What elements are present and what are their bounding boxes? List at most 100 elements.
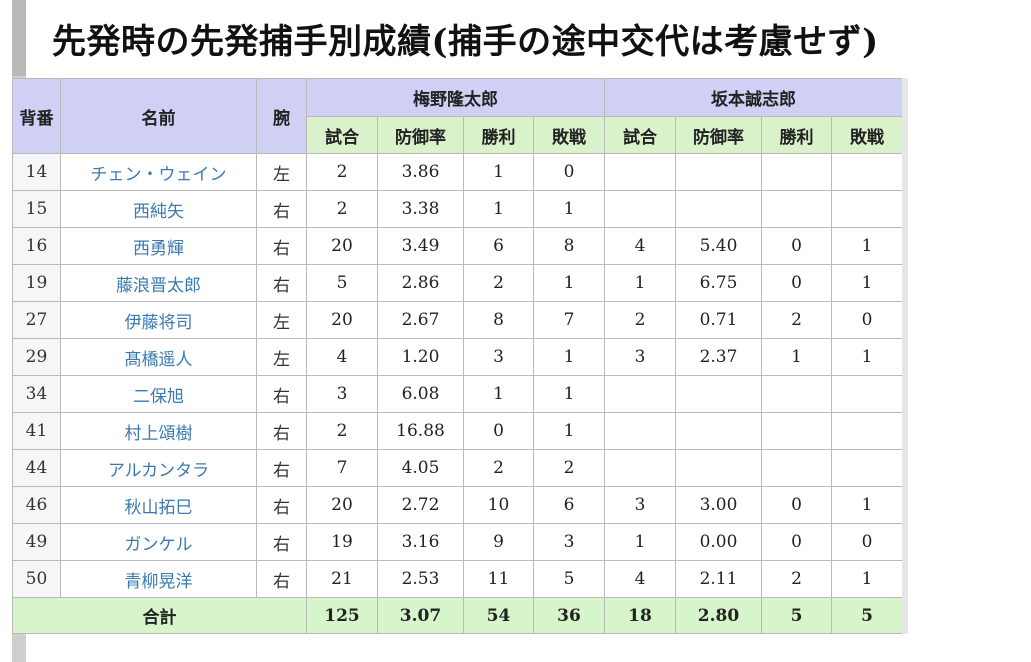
catcher-2-era: 3.00 xyxy=(675,486,762,524)
catcher-2-losses xyxy=(831,412,903,450)
header-wins: 勝利 xyxy=(463,116,534,154)
catcher-2-losses xyxy=(831,375,903,413)
throwing-arm: 右 xyxy=(256,449,307,487)
catcher-2-wins xyxy=(761,190,832,228)
catcher-2-wins xyxy=(761,375,832,413)
catcher-2-era xyxy=(675,449,762,487)
catcher-1-losses: 1 xyxy=(533,264,605,302)
table-row: 44 アルカンタラ右 7 4.05 2 2 xyxy=(12,449,903,487)
catcher-2-games: 1 xyxy=(604,264,676,302)
catcher-2-losses: 0 xyxy=(831,301,903,339)
total-games: 125 xyxy=(306,597,378,634)
total-losses: 5 xyxy=(831,597,903,634)
catcher-2-era: 2.11 xyxy=(675,560,762,598)
page-title: 先発時の先発捕手別成績(捕手の途中交代は考慮せず) xyxy=(52,22,879,62)
catcher-2-games xyxy=(604,190,676,228)
total-wins: 5 xyxy=(761,597,832,634)
catcher-1-losses: 7 xyxy=(533,301,605,339)
table-row: 15 西純矢右 2 3.38 1 1 xyxy=(12,190,903,228)
catcher-2-wins: 0 xyxy=(761,523,832,561)
table-row: 29 髙橋遥人左 4 1.20 3 1 3 2.37 1 1 xyxy=(12,338,903,376)
pitcher-name: 二保旭 xyxy=(60,375,257,413)
catcher-1-era: 2.67 xyxy=(377,301,464,339)
pitcher-name: 青柳晃洋 xyxy=(60,560,257,598)
catcher-2-wins: 0 xyxy=(761,264,832,302)
table-row: 49 ガンケル右 19 3.16 9 3 1 0.00 0 0 xyxy=(12,523,903,561)
header-wins: 勝利 xyxy=(761,116,832,154)
catcher-2-era xyxy=(675,190,762,228)
header-catcher-1: 梅野隆太郎 xyxy=(306,78,605,117)
catcher-2-games: 2 xyxy=(604,301,676,339)
catcher-2-losses: 1 xyxy=(831,264,903,302)
catcher-1-games: 20 xyxy=(306,486,378,524)
pitcher-name: 西勇輝 xyxy=(60,227,257,265)
catcher-1-era: 6.08 xyxy=(377,375,464,413)
pitcher-name: 藤浪晋太郎 xyxy=(60,264,257,302)
catcher-2-wins xyxy=(761,449,832,487)
pitcher-name: アルカンタラ xyxy=(60,449,257,487)
catcher-2-era: 0.00 xyxy=(675,523,762,561)
catcher-1-games: 2 xyxy=(306,190,378,228)
total-row: 合計 125 3.07 54 36 18 2.80 5 5 xyxy=(12,597,903,634)
header-catcher-2: 坂本誠志郎 xyxy=(604,78,903,117)
catcher-2-losses xyxy=(831,449,903,487)
catcher-2-losses: 1 xyxy=(831,560,903,598)
uniform-number: 41 xyxy=(12,412,61,450)
catcher-1-wins: 2 xyxy=(463,264,534,302)
throwing-arm: 右 xyxy=(256,227,307,265)
catcher-1-wins: 2 xyxy=(463,449,534,487)
catcher-2-wins: 0 xyxy=(761,227,832,265)
header-losses: 敗戦 xyxy=(831,116,903,154)
uniform-number: 44 xyxy=(12,449,61,487)
table-row: 34 二保旭右 3 6.08 1 1 xyxy=(12,375,903,413)
uniform-number: 15 xyxy=(12,190,61,228)
catcher-1-losses: 8 xyxy=(533,227,605,265)
catcher-1-losses: 6 xyxy=(533,486,605,524)
catcher-1-era: 4.05 xyxy=(377,449,464,487)
catcher-1-games: 5 xyxy=(306,264,378,302)
uniform-number: 34 xyxy=(12,375,61,413)
header-number: 背番 xyxy=(12,78,61,154)
header-losses: 敗戦 xyxy=(533,116,605,154)
throwing-arm: 右 xyxy=(256,523,307,561)
catcher-2-losses: 1 xyxy=(831,486,903,524)
catcher-1-wins: 1 xyxy=(463,190,534,228)
table-row: 46 秋山拓巳右 20 2.72 10 6 3 3.00 0 1 xyxy=(12,486,903,524)
catcher-1-losses: 1 xyxy=(533,375,605,413)
catcher-2-games: 4 xyxy=(604,227,676,265)
uniform-number: 29 xyxy=(12,338,61,376)
catcher-1-losses: 1 xyxy=(533,338,605,376)
catcher-1-games: 2 xyxy=(306,153,378,191)
total-era: 2.80 xyxy=(675,597,762,634)
catcher-1-era: 16.88 xyxy=(377,412,464,450)
header-name: 名前 xyxy=(60,78,257,154)
throwing-arm: 左 xyxy=(256,338,307,376)
catcher-1-games: 20 xyxy=(306,301,378,339)
table-row: 50 青柳晃洋右 21 2.53 11 5 4 2.11 2 1 xyxy=(12,560,903,598)
catcher-2-wins xyxy=(761,153,832,191)
total-wins: 54 xyxy=(463,597,534,634)
catcher-1-wins: 3 xyxy=(463,338,534,376)
pitcher-name: 村上頌樹 xyxy=(60,412,257,450)
catcher-2-losses xyxy=(831,153,903,191)
catcher-2-era: 6.75 xyxy=(675,264,762,302)
catcher-2-era: 5.40 xyxy=(675,227,762,265)
right-decoration xyxy=(902,78,908,634)
catcher-1-losses: 2 xyxy=(533,449,605,487)
catcher-1-losses: 1 xyxy=(533,190,605,228)
pitcher-name: チェン・ウェイン xyxy=(60,153,257,191)
table-body: 14 チェン・ウェイン左 2 3.86 1 0 15 西純矢右 2 3.38 1 1 16 西勇輝右 20 3… xyxy=(12,153,903,598)
catcher-1-games: 3 xyxy=(306,375,378,413)
header-games: 試合 xyxy=(306,116,378,154)
throwing-arm: 右 xyxy=(256,560,307,598)
catcher-2-era xyxy=(675,153,762,191)
header-games: 試合 xyxy=(604,116,676,154)
catcher-1-games: 19 xyxy=(306,523,378,561)
catcher-1-games: 20 xyxy=(306,227,378,265)
catcher-2-games xyxy=(604,375,676,413)
catcher-1-era: 2.72 xyxy=(377,486,464,524)
catcher-1-games: 7 xyxy=(306,449,378,487)
uniform-number: 46 xyxy=(12,486,61,524)
pitcher-name: 秋山拓巳 xyxy=(60,486,257,524)
uniform-number: 49 xyxy=(12,523,61,561)
